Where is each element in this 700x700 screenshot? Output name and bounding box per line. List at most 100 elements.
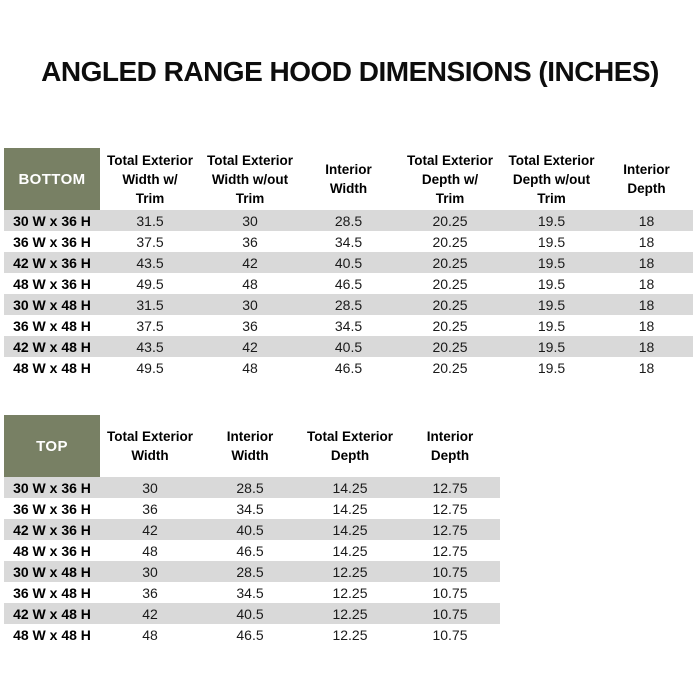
dimension-value: 20.25 [432,233,468,250]
column-header-line: Total Exterior [508,152,595,168]
table-row: 48 W x 36 H 48 46.5 14.25 12.75 [4,540,500,561]
dimension-value: 14.25 [332,479,368,496]
dimension-value: 31.5 [136,212,164,229]
column-header: Total Exterior Width w/out Trim [200,148,300,210]
dimension-value: 10.75 [432,584,468,601]
dimension-value: 48 [242,275,258,292]
dimension-value: 28.5 [236,479,264,496]
table-row: 48 W x 48 H 48 46.5 12.25 10.75 [4,624,500,645]
row-label: 36 W x 48 H [13,584,91,601]
dimension-value: 14.25 [332,521,368,538]
dimension-value: 30 [142,479,158,496]
dimension-value: 46.5 [334,359,363,376]
column-header-line: Interior [426,429,474,444]
column-header-line: Width [131,448,169,463]
dimension-value: 46.5 [334,275,363,292]
table-row: 42 W x 48 H 43.5 42 40.5 20.25 19.5 18 [4,336,693,357]
dimension-value: 30 [142,563,158,580]
column-header-line: Interior [226,429,274,444]
dimension-value: 10.75 [432,563,468,580]
column-header-line: Trim [135,190,165,206]
column-header: Total Exterior Width w/Trim [100,148,200,210]
dimension-value: 30 [242,212,258,229]
page-title: ANGLED RANGE HOOD DIMENSIONS (INCHES) [41,56,659,87]
column-header-line: Width w/ [122,171,178,187]
dimension-value: 31.5 [136,296,164,313]
dimension-value: 42 [242,338,258,355]
column-header-line: Depth [330,448,370,463]
dimension-value: 40.5 [334,338,363,355]
column-header: Interior Width [200,415,300,477]
dimension-value: 34.5 [236,584,264,601]
dimension-value: 46.5 [236,542,264,559]
table-row: 36 W x 48 H 37.5 36 34.5 20.25 19.5 18 [4,315,693,336]
bottom-corner-label: BOTTOM [4,148,100,210]
top-corner-label: TOP [4,415,100,477]
row-label: 48 W x 48 H [13,626,91,643]
dimension-value: 18 [638,275,655,292]
table-row: 48 W x 36 H 49.5 48 46.5 20.25 19.5 18 [4,273,693,294]
dimension-value: 34.5 [334,317,363,334]
top-dimensions-table: TOP Total Exterior Width Interior Width Total… [4,415,500,645]
column-header-line: Depth [430,448,470,463]
column-header: Total Exterior Depth w/out Trim [503,148,600,210]
dimension-value: 18 [638,212,655,229]
dimension-value: 37.5 [136,233,164,250]
column-header: Total Exterior Depth w/Trim [397,148,503,210]
dimension-value: 42 [242,254,258,271]
dimension-value: 18 [638,359,655,376]
dimension-value: 12.25 [332,563,368,580]
column-header-line: Trim [537,190,566,206]
column-header-line: Total Exterior [206,152,294,168]
row-label: 48 W x 36 H [13,275,91,292]
dimension-value: 46.5 [236,626,264,643]
dimension-value: 18 [638,317,655,334]
row-label: 42 W x 36 H [13,254,91,271]
table-row: 30 W x 48 H 31.5 30 28.5 20.25 19.5 18 [4,294,693,315]
column-header-line: Total Exterior [106,152,194,168]
dimension-value: 18 [638,233,655,250]
dimension-value: 49.5 [136,275,164,292]
row-label: 30 W x 48 H [13,296,91,313]
dimension-value: 14.25 [332,500,368,517]
dimension-value: 12.25 [332,605,368,622]
dimension-value: 34.5 [334,233,363,250]
row-label: 42 W x 48 H [13,605,91,622]
dimension-value: 28.5 [334,296,363,313]
column-header: Interior Width [300,148,397,210]
column-header: Interior Depth [400,415,500,477]
dimension-value: 42 [142,605,158,622]
dimension-value: 12.75 [432,542,468,559]
dimension-value: 20.25 [432,338,468,355]
top-table-body: 30 W x 36 H 30 28.5 14.25 12.75 36 W x 36 H 36… [4,477,500,645]
dimension-value: 12.75 [432,500,468,517]
column-header-line: Width w/out [211,171,289,187]
dimension-value: 10.75 [432,626,468,643]
header-row: TOP Total Exterior Width Interior Width Total… [4,415,500,477]
row-label: 48 W x 48 H [13,359,91,376]
row-label: 36 W x 36 H [13,500,91,517]
dimension-value: 19.5 [537,233,566,250]
dimension-value: 19.5 [537,254,566,271]
dimension-value: 19.5 [537,212,566,229]
dimension-value: 20.25 [432,359,468,376]
column-header-line: Depth [627,181,666,196]
bottom-table-body: 30 W x 36 H 31.5 30 28.5 20.25 19.5 18 36 W x 3… [4,210,693,378]
dimension-value: 48 [142,542,158,559]
dimension-value: 43.5 [136,254,164,271]
column-header: Interior Depth [600,148,693,210]
dimension-value: 14.25 [332,542,368,559]
dimension-value: 48 [142,626,158,643]
dimension-value: 34.5 [236,500,264,517]
dimension-value: 40.5 [236,605,264,622]
column-header-line: Width [329,181,368,196]
row-label: 42 W x 48 H [13,338,91,355]
dimension-value: 18 [638,338,655,355]
dimension-value: 37.5 [136,317,164,334]
row-label: 30 W x 36 H [13,479,91,496]
dimension-value: 36 [242,317,258,334]
column-header: Total Exterior Width [100,415,200,477]
table-row: 36 W x 48 H 36 34.5 12.25 10.75 [4,582,500,603]
dimension-value: 36 [142,500,158,517]
